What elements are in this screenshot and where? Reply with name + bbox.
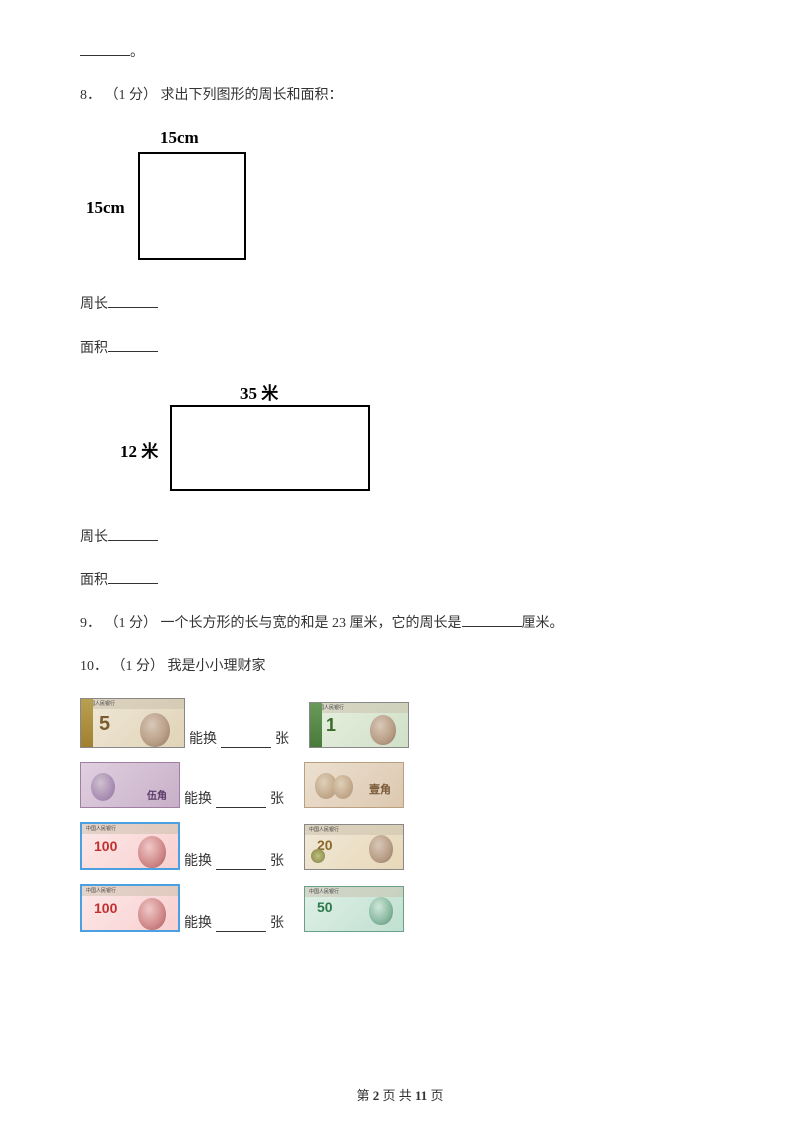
q8-rect-area: 面积 <box>80 568 720 593</box>
square-shape <box>138 152 246 260</box>
bill-5yuan: 中国人民银行 5 <box>80 698 185 748</box>
unit-3: 张 <box>270 850 284 870</box>
q10-text: 我是小小理财家 <box>168 659 266 674</box>
q8-rect-perimeter: 周长 <box>80 525 720 550</box>
unit-4: 张 <box>270 912 284 932</box>
blank-money-3[interactable] <box>216 856 266 870</box>
area-label: 面积 <box>80 341 108 356</box>
q8-points: （1 分） <box>105 88 158 103</box>
bill-5jiao: 伍角 <box>80 762 180 808</box>
exchange-text-2: 能换 <box>184 788 212 808</box>
bill-50yuan: 中国人民银行 50 <box>304 886 404 932</box>
bill-1-num: 1 <box>326 715 336 736</box>
rectangle-shape <box>170 405 370 491</box>
blank-sq-perimeter[interactable] <box>108 294 158 308</box>
rect-top-label: 35 米 <box>240 379 278 404</box>
square-figure: 15cm 15cm <box>90 126 720 276</box>
q8-sq-perimeter: 周长 <box>80 292 720 317</box>
blank-rect-area[interactable] <box>108 570 158 584</box>
unit-1: 张 <box>275 728 289 748</box>
q9-text-b: 厘米。 <box>522 616 564 631</box>
money-row-1: 中国人民银行 5 能换 张 中国人民银行 1 <box>80 698 720 748</box>
q10-points: （1 分） <box>112 659 165 674</box>
money-row-3: 中国人民银行 100 能换 张 中国人民银行 20 <box>80 822 720 870</box>
exchange-text-1: 能换 <box>189 728 217 748</box>
footer-a: 第 <box>356 1088 372 1103</box>
q9-points: （1 分） <box>105 616 158 631</box>
money-row-4: 中国人民银行 100 能换 张 中国人民银行 50 <box>80 884 720 932</box>
bill-20yuan: 中国人民银行 20 <box>304 824 404 870</box>
q8-prompt: 8． （1 分） 求出下列图形的周长和面积： <box>80 83 720 108</box>
q9-prompt: 9． （1 分） 一个长方形的长与宽的和是 23 厘米，它的周长是 厘米。 <box>80 611 720 636</box>
perimeter-label-2: 周长 <box>80 530 108 545</box>
q10-number: 10． <box>80 659 108 674</box>
exchange-text-3: 能换 <box>184 850 212 870</box>
money-row-2: 伍角 能换 张 壹角 <box>80 762 720 808</box>
bill-1jiao: 壹角 <box>304 762 404 808</box>
bill-5jiao-cn: 伍角 <box>147 787 167 802</box>
blank-top[interactable] <box>80 42 130 56</box>
q9-text-a: 一个长方形的长与宽的和是 23 厘米，它的周长是 <box>161 616 462 631</box>
blank-money-1[interactable] <box>221 734 271 748</box>
rect-left-label: 12 米 <box>120 437 158 462</box>
square-left-label: 15cm <box>86 198 125 218</box>
period: 。 <box>130 45 144 60</box>
bill-100yuan-a: 中国人民银行 100 <box>80 822 180 870</box>
unit-2: 张 <box>270 788 284 808</box>
blank-sq-area[interactable] <box>108 338 158 352</box>
q10-prompt: 10． （1 分） 我是小小理财家 <box>80 654 720 679</box>
area-label-2: 面积 <box>80 573 108 588</box>
top-fragment: 。 <box>80 40 720 65</box>
square-top-label: 15cm <box>160 128 199 148</box>
footer-c: 页 <box>427 1088 443 1103</box>
blank-q9[interactable] <box>462 613 522 627</box>
page-footer: 第 2 页 共 11 页 <box>0 1085 800 1104</box>
bill-100-num-b: 100 <box>94 900 117 916</box>
footer-total: 11 <box>415 1088 427 1103</box>
perimeter-label: 周长 <box>80 297 108 312</box>
blank-money-4[interactable] <box>216 918 266 932</box>
bill-1yuan: 中国人民银行 1 <box>309 702 409 748</box>
rectangle-figure: 35 米 12 米 <box>90 379 720 509</box>
q8-text: 求出下列图形的周长和面积： <box>161 88 343 103</box>
bill-1jiao-cn: 壹角 <box>369 781 391 797</box>
q8-number: 8． <box>80 88 101 103</box>
q8-sq-area: 面积 <box>80 336 720 361</box>
exchange-text-4: 能换 <box>184 912 212 932</box>
q9-number: 9． <box>80 616 101 631</box>
bill-50-num: 50 <box>317 899 333 915</box>
blank-rect-perimeter[interactable] <box>108 527 158 541</box>
footer-b: 页 共 <box>379 1088 415 1103</box>
blank-money-2[interactable] <box>216 794 266 808</box>
bill-5-num: 5 <box>99 713 110 736</box>
bill-100-num: 100 <box>94 838 117 854</box>
bill-100yuan-b: 中国人民银行 100 <box>80 884 180 932</box>
